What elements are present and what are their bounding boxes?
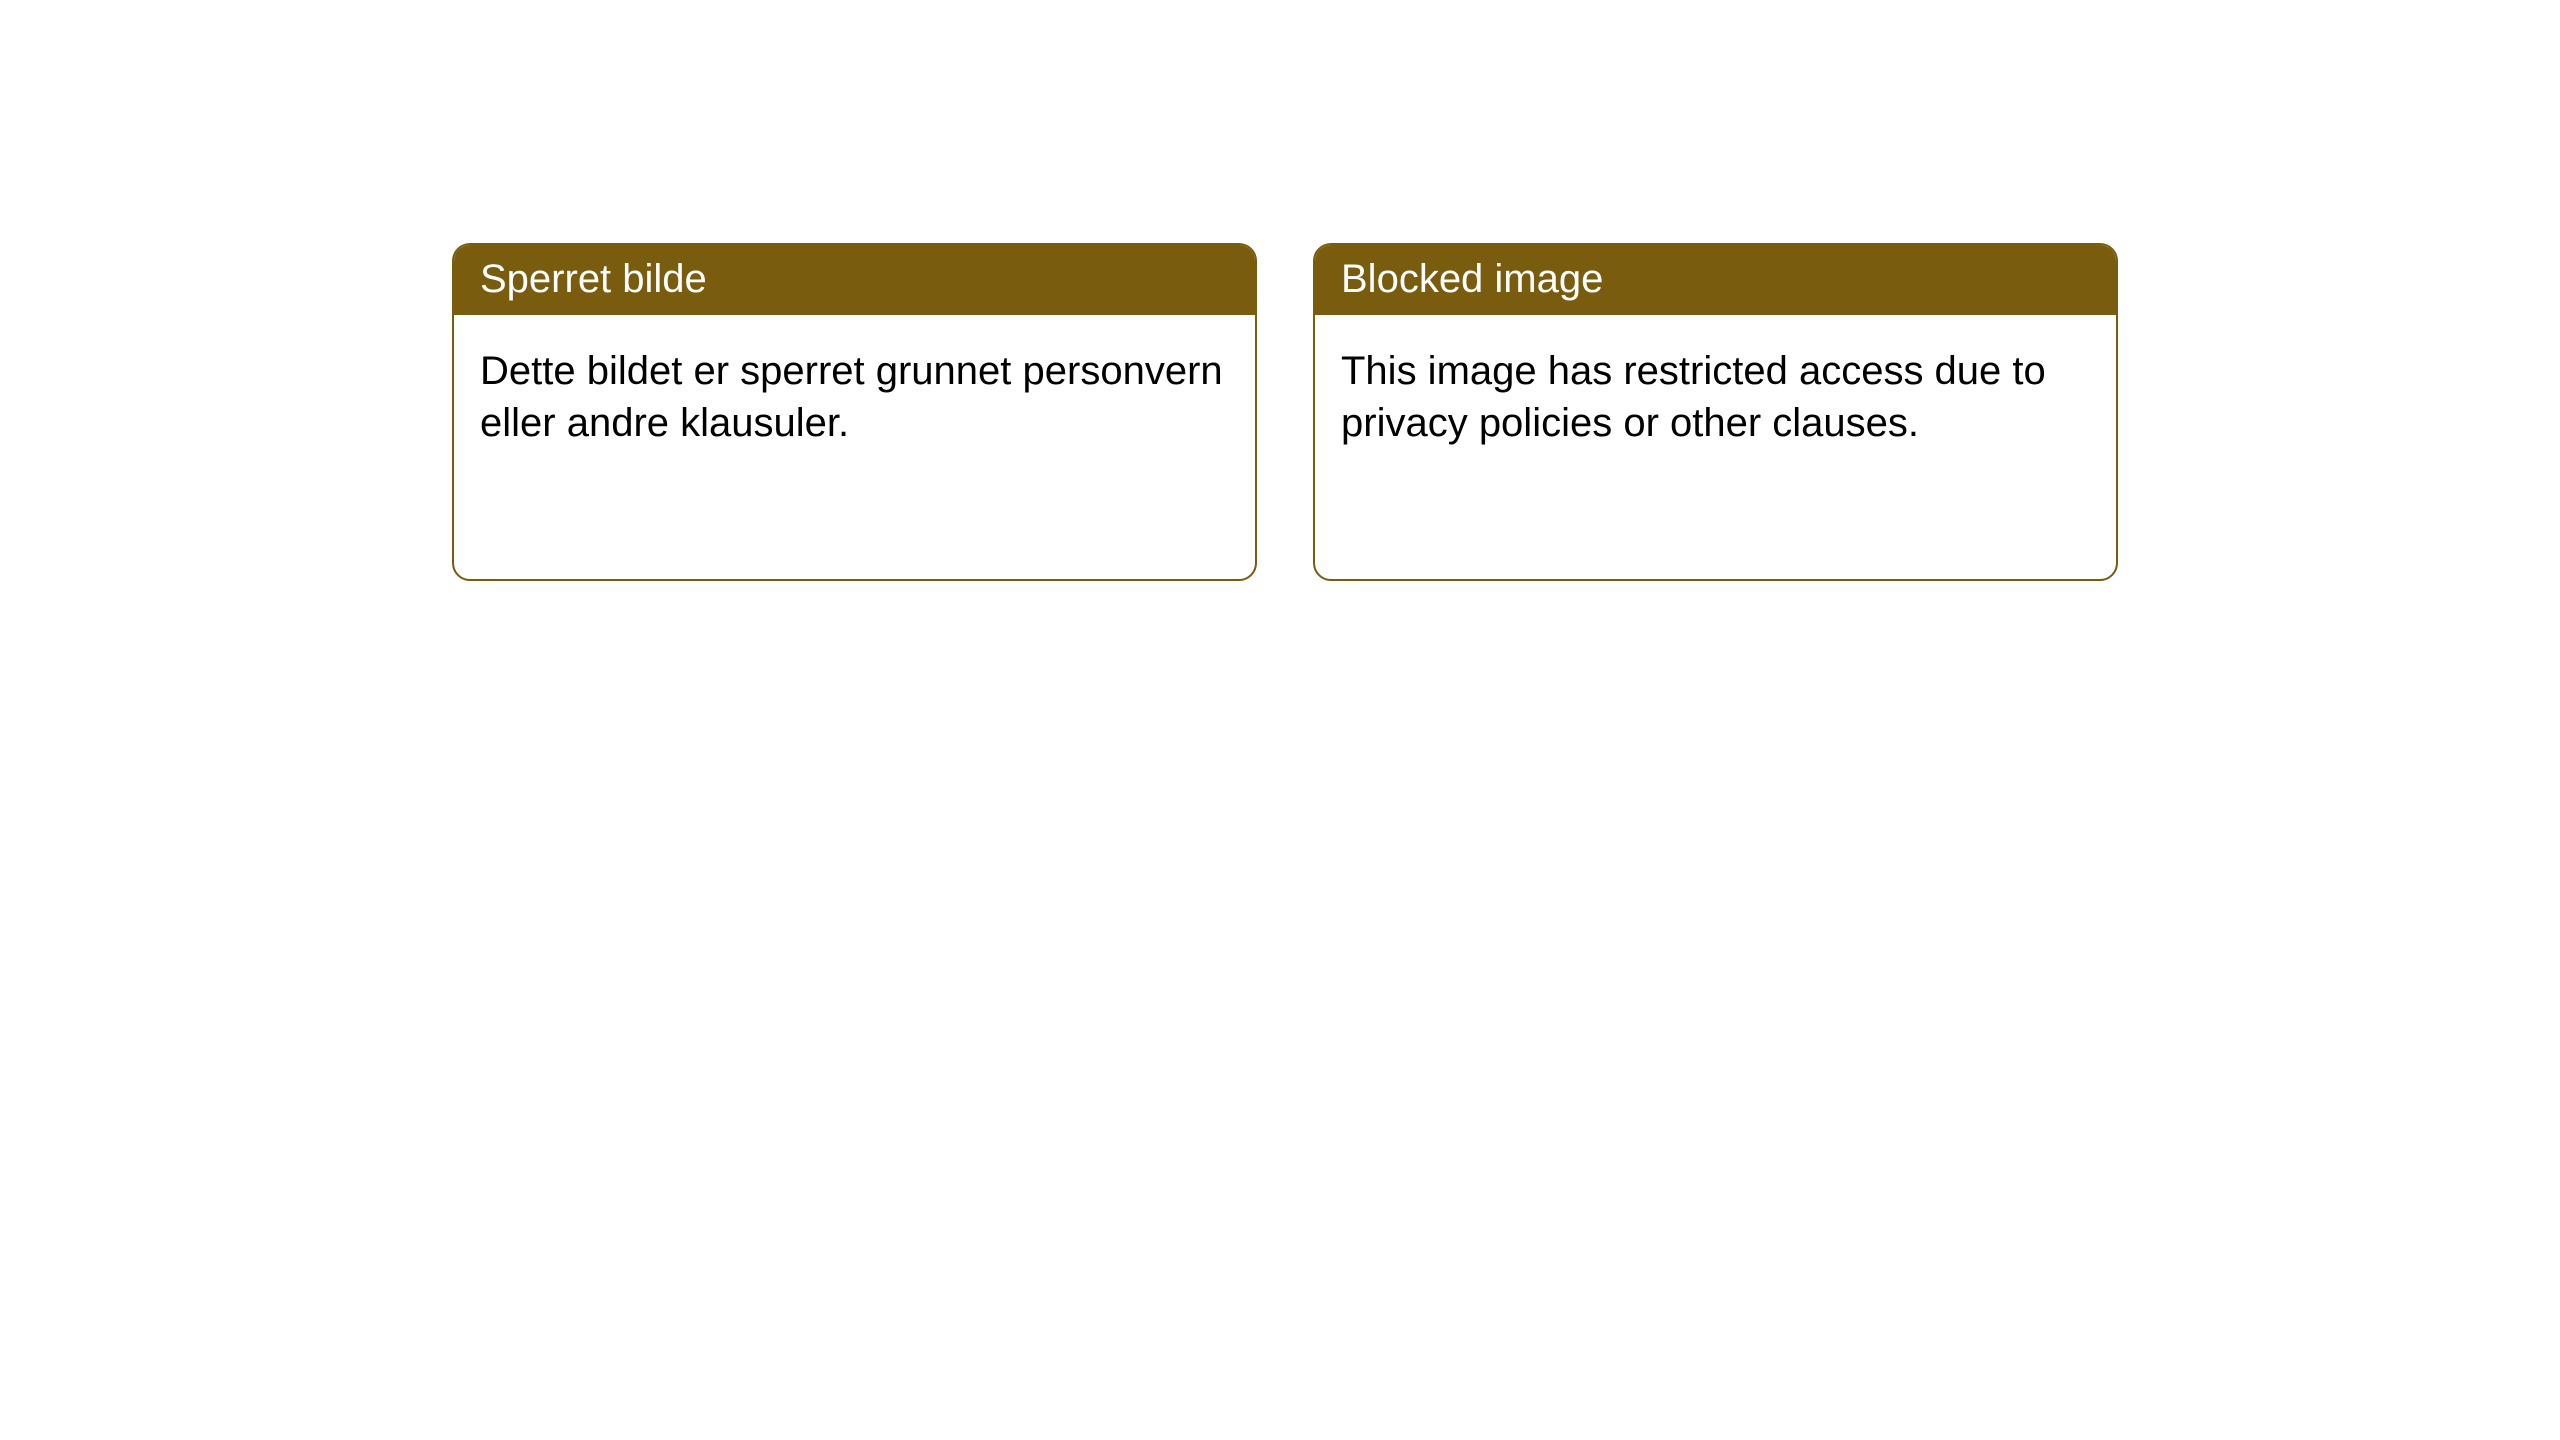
blocked-image-card-norwegian: Sperret bilde Dette bildet er sperret gr… — [452, 243, 1257, 581]
card-body: This image has restricted access due to … — [1315, 315, 2116, 479]
cards-container: Sperret bilde Dette bildet er sperret gr… — [0, 0, 2560, 581]
card-body-text: This image has restricted access due to … — [1341, 349, 2046, 445]
blocked-image-card-english: Blocked image This image has restricted … — [1313, 243, 2118, 581]
card-title: Blocked image — [1341, 257, 1603, 301]
card-body: Dette bildet er sperret grunnet personve… — [454, 315, 1255, 479]
card-header: Sperret bilde — [454, 245, 1255, 315]
card-title: Sperret bilde — [480, 257, 707, 301]
card-header: Blocked image — [1315, 245, 2116, 315]
card-body-text: Dette bildet er sperret grunnet personve… — [480, 349, 1223, 445]
